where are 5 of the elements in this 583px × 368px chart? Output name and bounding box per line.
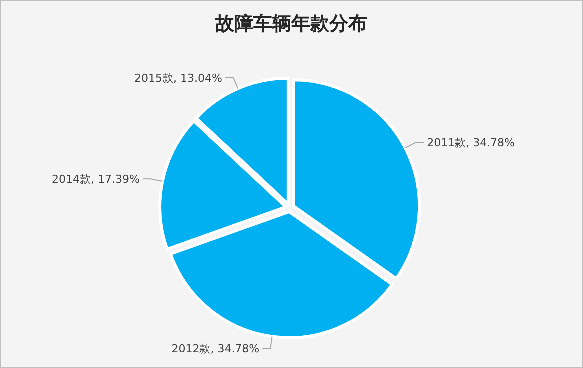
slice-label: 2014款, 17.39% — [52, 173, 140, 186]
slice-label: 2015款, 13.04% — [134, 72, 222, 85]
slice-label: 2011款, 34.78% — [427, 136, 516, 150]
slice-label: 2012款, 34.78% — [172, 342, 260, 356]
chart-title: 故障车辆年款分布 — [214, 13, 368, 35]
